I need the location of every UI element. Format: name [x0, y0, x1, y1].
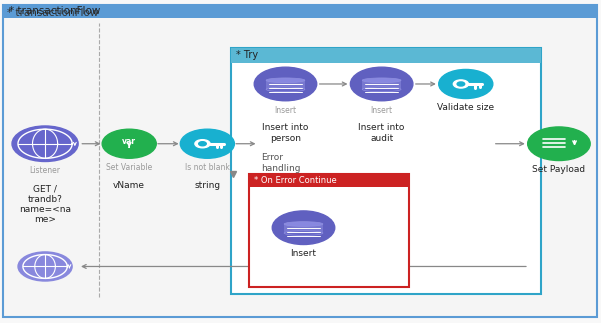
FancyBboxPatch shape: [284, 224, 323, 233]
Ellipse shape: [266, 87, 305, 92]
Circle shape: [453, 80, 469, 88]
FancyBboxPatch shape: [231, 48, 541, 63]
Circle shape: [350, 67, 413, 101]
Text: Set Payload: Set Payload: [532, 165, 585, 174]
FancyBboxPatch shape: [249, 174, 409, 287]
Text: Validate size: Validate size: [437, 103, 495, 112]
FancyBboxPatch shape: [249, 174, 409, 187]
Ellipse shape: [362, 87, 401, 92]
Ellipse shape: [284, 222, 323, 226]
FancyBboxPatch shape: [266, 80, 305, 89]
Text: Insert into
audit: Insert into audit: [358, 123, 405, 143]
Text: * Try: * Try: [236, 50, 258, 60]
FancyBboxPatch shape: [3, 5, 597, 317]
Circle shape: [528, 127, 590, 161]
Text: string: string: [194, 181, 221, 190]
Text: Error
handling: Error handling: [261, 153, 301, 173]
Text: Set Variable: Set Variable: [106, 163, 152, 172]
Text: var: var: [122, 137, 136, 146]
Text: Insert: Insert: [290, 249, 317, 258]
Text: GET /
trandb?
name=<na
me>: GET / trandb? name=<na me>: [19, 184, 71, 224]
Text: vName: vName: [113, 181, 145, 190]
FancyBboxPatch shape: [231, 48, 541, 294]
Text: Insert: Insert: [275, 106, 296, 115]
Ellipse shape: [266, 78, 305, 83]
Circle shape: [439, 69, 493, 99]
FancyBboxPatch shape: [3, 5, 597, 18]
Circle shape: [457, 82, 465, 86]
Circle shape: [18, 252, 72, 281]
Circle shape: [254, 67, 317, 101]
Circle shape: [272, 211, 335, 245]
Circle shape: [180, 129, 234, 158]
Circle shape: [195, 140, 210, 148]
Circle shape: [199, 142, 206, 146]
Ellipse shape: [284, 231, 323, 235]
Text: Insert: Insert: [371, 106, 392, 115]
Ellipse shape: [362, 78, 401, 83]
Text: * transactionFlow: * transactionFlow: [9, 6, 100, 16]
FancyBboxPatch shape: [362, 80, 401, 89]
Text: * On Error Continue: * On Error Continue: [254, 176, 337, 185]
Circle shape: [12, 126, 78, 162]
Text: Listener: Listener: [29, 166, 61, 175]
Text: Insert into
person: Insert into person: [262, 123, 309, 143]
Text: Is not blank: Is not blank: [185, 163, 230, 172]
Text: * transactionFlow: * transactionFlow: [7, 8, 99, 18]
Circle shape: [102, 129, 156, 158]
